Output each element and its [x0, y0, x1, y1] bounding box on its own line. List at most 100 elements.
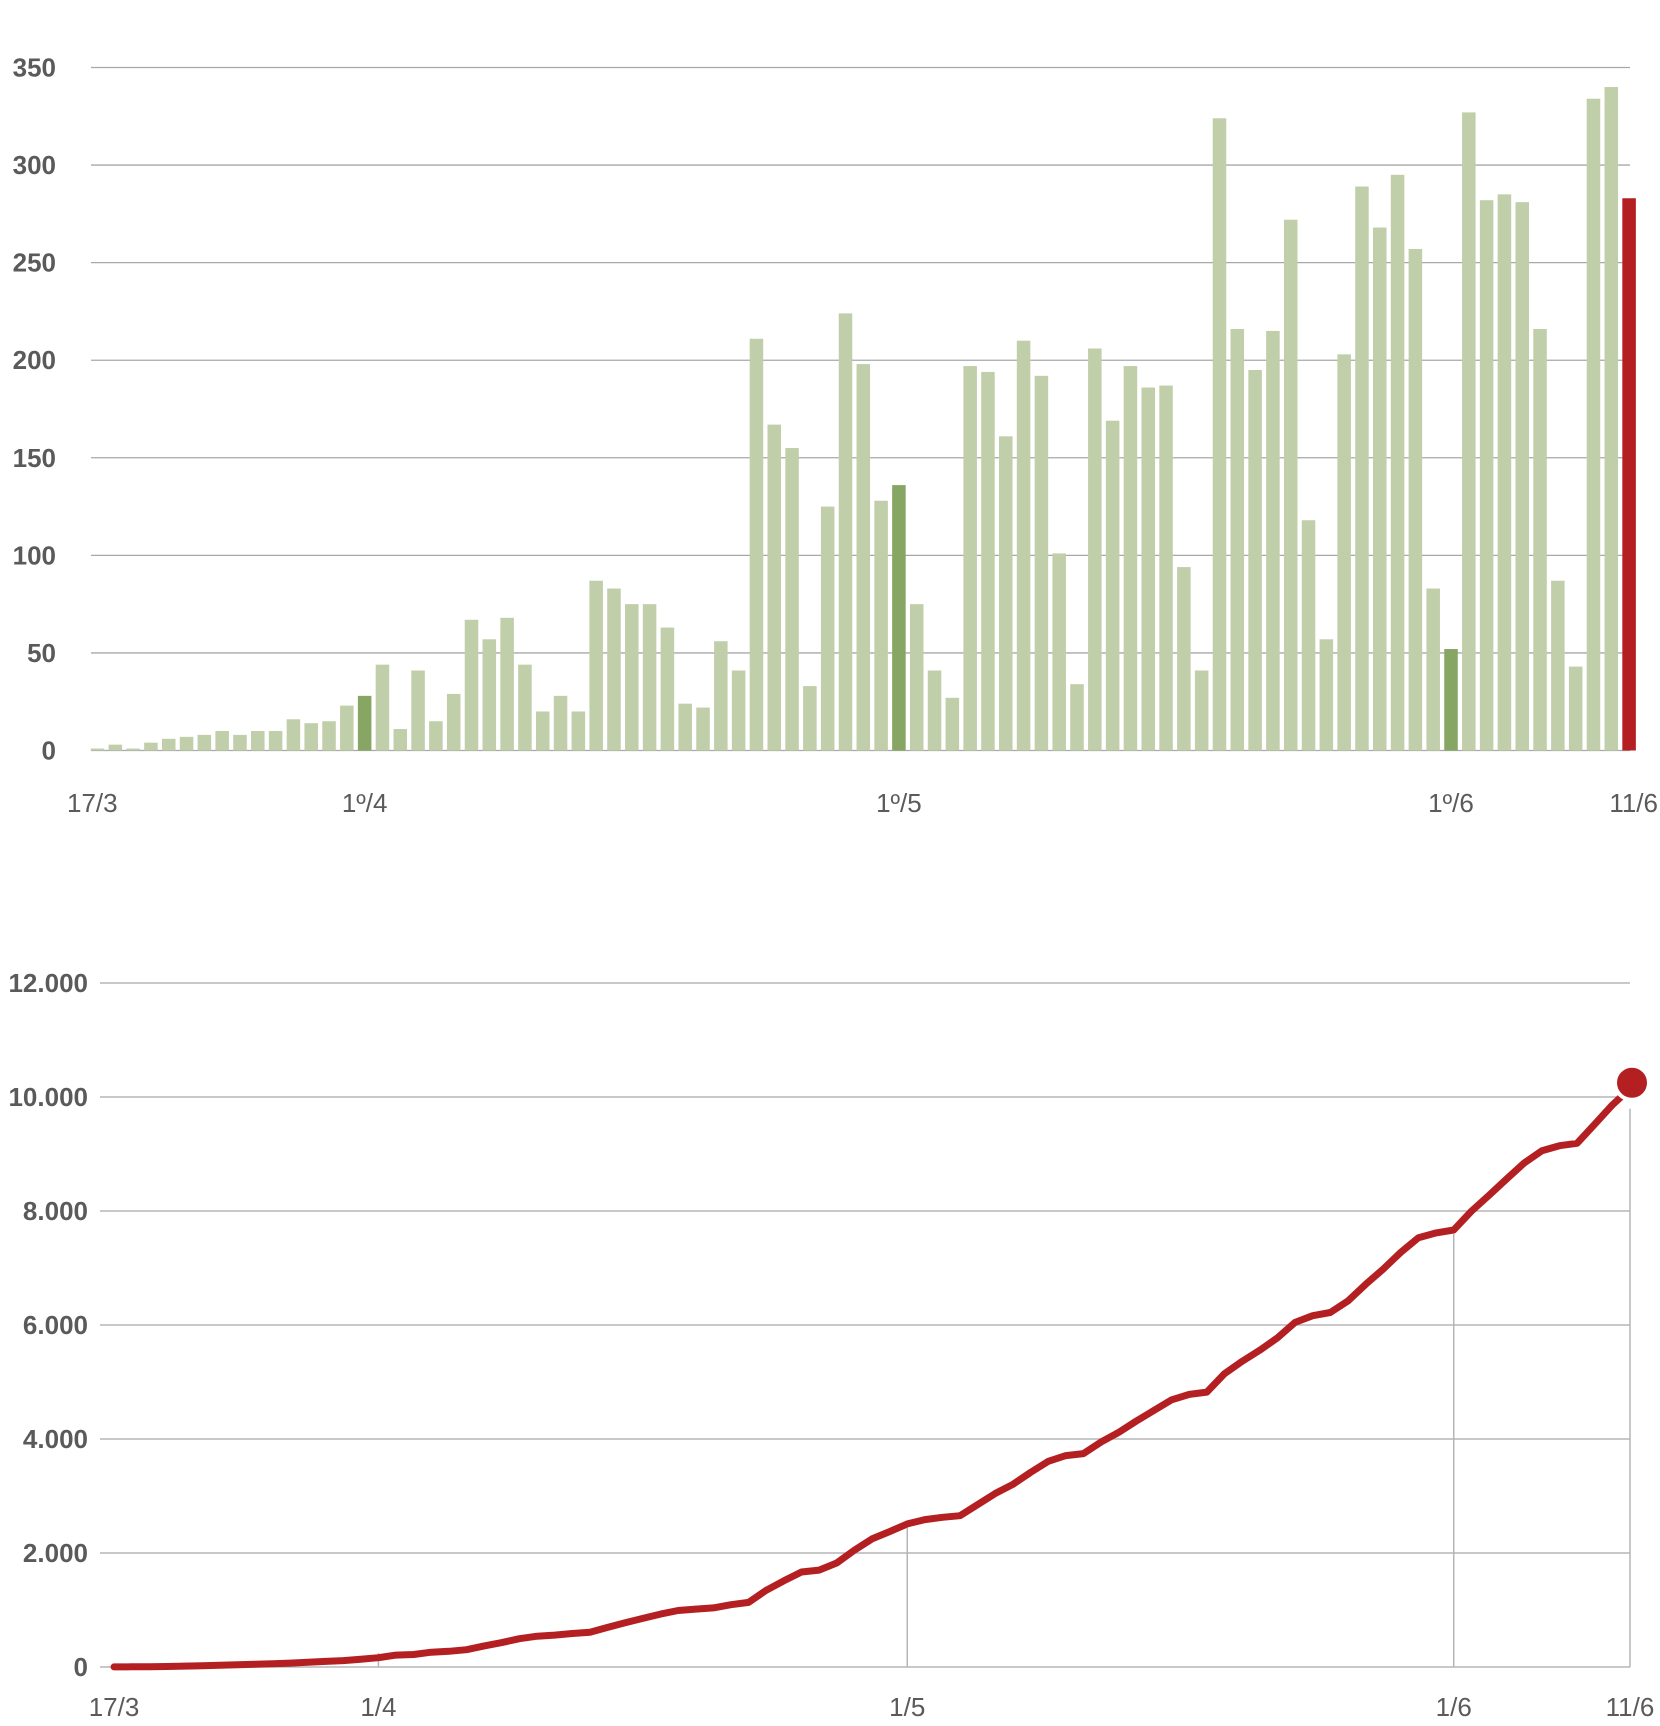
bar — [215, 730, 229, 751]
bar — [429, 721, 443, 751]
bar — [642, 604, 657, 751]
y-tick-label: 8.000 — [23, 1196, 88, 1226]
bar — [500, 617, 514, 751]
bar — [1034, 375, 1049, 751]
bar — [838, 313, 853, 751]
x-tick-label: 1º/5 — [876, 788, 922, 818]
y-tick-label: 10.000 — [8, 1082, 88, 1112]
bar — [1533, 328, 1547, 751]
daily-bar-chart: 0 50 100 150 200 250 300 350 17/3 1º/4 1º/5 1º/6 11… — [13, 53, 1658, 819]
bar — [357, 695, 372, 751]
bar — [304, 723, 318, 751]
bar — [909, 604, 924, 751]
bar — [1515, 202, 1530, 751]
bar — [714, 641, 728, 751]
bar — [90, 748, 105, 751]
bar — [1301, 520, 1316, 751]
bar — [874, 500, 888, 751]
bar — [1070, 684, 1084, 751]
bar — [553, 695, 568, 751]
bar — [1462, 112, 1476, 751]
y-tick-label: 6.000 — [23, 1310, 88, 1340]
bar-x-axis-labels: 17/3 1º/4 1º/5 1º/6 11/6 — [67, 788, 1658, 818]
bar — [1497, 194, 1512, 751]
bar — [446, 693, 461, 751]
y-tick-label: 50 — [27, 638, 56, 668]
line-x-axis-labels: 17/3 1/4 1/5 1/6 11/6 — [89, 1692, 1655, 1722]
bar — [1052, 553, 1066, 751]
bar — [1551, 580, 1565, 751]
y-tick-label: 200 — [13, 345, 56, 375]
x-tick-label: 1º/6 — [1428, 788, 1474, 818]
bar — [1194, 670, 1209, 751]
x-tick-label: 11/6 — [1609, 788, 1658, 818]
bar — [375, 664, 390, 751]
x-tick-label: 1/4 — [360, 1692, 396, 1722]
x-tick-label: 17/3 — [67, 788, 118, 818]
y-tick-label: 0 — [42, 736, 56, 766]
bar — [945, 697, 960, 751]
cumulative-line — [110, 1085, 1634, 1671]
bar — [607, 588, 621, 751]
y-tick-label: 0 — [74, 1652, 88, 1682]
bar — [340, 705, 354, 751]
bar — [482, 639, 497, 751]
y-tick-label: 350 — [13, 53, 56, 83]
bar — [161, 738, 176, 751]
bar — [1016, 340, 1031, 751]
bar — [1105, 420, 1120, 751]
y-tick-label: 250 — [13, 248, 56, 278]
x-tick-label: 17/3 — [89, 1692, 140, 1722]
bar — [999, 436, 1013, 751]
bar — [1390, 174, 1405, 751]
bar — [1355, 186, 1369, 751]
bar — [411, 670, 425, 751]
bar — [981, 371, 995, 751]
x-tick-label: 1/6 — [1436, 1692, 1472, 1722]
bar — [251, 730, 265, 751]
bar — [1479, 200, 1494, 751]
bar — [1604, 87, 1619, 751]
bar — [1319, 639, 1334, 751]
bar — [660, 627, 675, 751]
y-tick-label: 12.000 — [8, 968, 88, 998]
y-tick-label: 150 — [13, 443, 56, 473]
bar — [803, 686, 817, 751]
bar — [749, 338, 764, 751]
bar — [197, 734, 212, 751]
x-tick-label: 1º/4 — [342, 788, 388, 818]
bar — [1123, 366, 1138, 751]
bar — [126, 748, 140, 751]
y-tick-label: 300 — [13, 150, 56, 180]
cumulative-line-chart: 0 2.000 4.000 6.000 8.000 10.000 12.000 17/3 1/… — [8, 968, 1654, 1722]
bar — [322, 721, 336, 751]
bar — [696, 707, 710, 751]
bar — [1337, 354, 1351, 751]
bar — [892, 485, 906, 751]
bar — [767, 424, 782, 751]
y-tick-label: 2.000 — [23, 1538, 88, 1568]
bar — [1230, 328, 1245, 751]
bar — [233, 734, 247, 751]
bar — [1159, 385, 1173, 751]
bar — [1622, 198, 1636, 751]
bar — [1408, 248, 1423, 751]
bar — [144, 742, 158, 751]
bar — [535, 711, 550, 751]
bar — [518, 664, 532, 751]
bar — [1177, 567, 1191, 751]
bar — [1141, 387, 1156, 751]
x-tick-label: 1/5 — [889, 1692, 925, 1722]
bar — [1426, 588, 1440, 751]
bars — [90, 87, 1636, 751]
bar — [731, 670, 746, 751]
line-gridlines — [100, 982, 1630, 1668]
bar — [1088, 348, 1102, 751]
end-marker-dot — [1613, 1063, 1651, 1102]
bar — [678, 703, 692, 751]
bar — [1283, 219, 1298, 751]
bar — [268, 730, 283, 751]
bar — [625, 604, 639, 751]
bar — [589, 580, 603, 751]
bar — [108, 744, 123, 751]
